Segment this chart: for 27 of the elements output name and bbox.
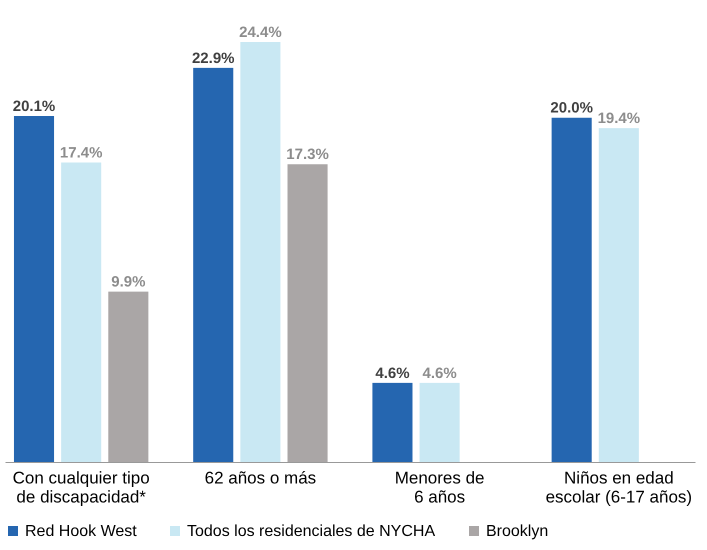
- data-label: 17.3%: [286, 146, 329, 164]
- x-tick-label: Menores de 6 años: [394, 468, 484, 506]
- bar: [193, 68, 234, 462]
- data-label: 24.4%: [239, 24, 282, 41]
- x-tick-label: 62 años o más: [204, 468, 316, 488]
- bar: [598, 128, 639, 462]
- bar: [372, 382, 412, 462]
- x-tick-label: Con cualquier tipo de discapacidad*: [12, 468, 150, 506]
- data-label: 4.6%: [422, 364, 457, 382]
- bar: [61, 162, 102, 462]
- data-label: 4.6%: [375, 364, 410, 382]
- data-label: 19.4%: [598, 110, 640, 128]
- bar: [288, 164, 328, 462]
- bar: [108, 292, 148, 462]
- bar: [420, 382, 460, 462]
- legend-label: Todos los residenciales de NYCHA: [187, 523, 436, 540]
- legend-label: Red Hook West: [25, 523, 138, 540]
- data-label: 17.4%: [60, 144, 102, 162]
- data-label: 20.0%: [550, 100, 593, 117]
- data-label: 20.1%: [12, 98, 56, 116]
- legend-label: Brooklyn: [486, 523, 548, 540]
- bar: [14, 116, 54, 462]
- bar: [240, 42, 280, 462]
- bar: [552, 118, 592, 462]
- x-tick-label: Niños en edad escolar (6-17 años): [546, 468, 692, 506]
- data-label: 22.9%: [192, 50, 234, 67]
- data-label: 9.9%: [111, 274, 146, 291]
